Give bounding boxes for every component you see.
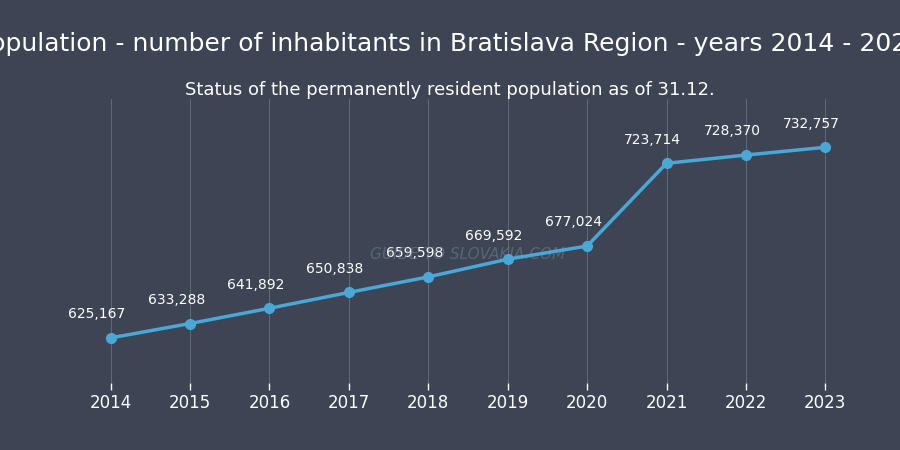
Text: 625,167: 625,167 xyxy=(68,307,125,321)
Text: 669,592: 669,592 xyxy=(465,229,523,243)
Text: 641,892: 641,892 xyxy=(227,278,284,292)
Text: 650,838: 650,838 xyxy=(306,262,364,276)
Text: 732,757: 732,757 xyxy=(783,117,840,130)
Text: 659,598: 659,598 xyxy=(386,246,443,260)
Text: 728,370: 728,370 xyxy=(704,124,760,139)
Text: 677,024: 677,024 xyxy=(544,216,602,230)
Text: 723,714: 723,714 xyxy=(624,133,681,147)
Text: 633,288: 633,288 xyxy=(148,293,205,307)
Text: Population - number of inhabitants in Bratislava Region - years 2014 - 2023: Population - number of inhabitants in Br… xyxy=(0,32,900,55)
Text: Status of the permanently resident population as of 31.12.: Status of the permanently resident popul… xyxy=(185,81,715,99)
Text: GUIDE TO SLOVAKIA.COM: GUIDE TO SLOVAKIA.COM xyxy=(371,248,565,262)
